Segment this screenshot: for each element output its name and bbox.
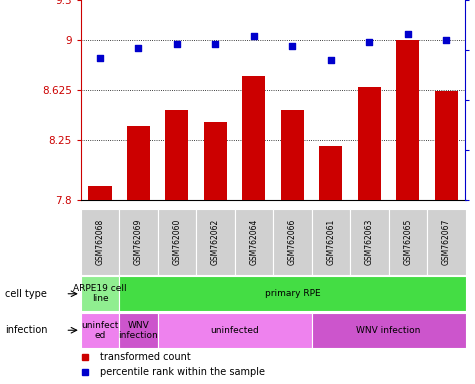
Text: uninfected: uninfected <box>210 326 259 335</box>
Bar <box>312 209 350 275</box>
Bar <box>119 313 158 348</box>
Text: GSM762067: GSM762067 <box>442 219 451 265</box>
Text: GSM762065: GSM762065 <box>403 219 412 265</box>
Bar <box>281 111 304 200</box>
Text: infection: infection <box>5 325 47 335</box>
Bar <box>319 146 342 200</box>
Bar <box>165 111 189 200</box>
Text: cell type: cell type <box>5 289 47 299</box>
Bar <box>127 126 150 200</box>
Text: GSM762062: GSM762062 <box>211 219 220 265</box>
Point <box>365 39 373 45</box>
Point <box>327 57 334 63</box>
Bar <box>158 209 196 275</box>
Bar <box>389 209 427 275</box>
Text: GSM762060: GSM762060 <box>172 219 181 265</box>
Point <box>404 31 411 37</box>
Text: GSM762068: GSM762068 <box>95 219 104 265</box>
Bar <box>273 209 312 275</box>
Bar <box>435 91 458 200</box>
Bar <box>204 122 227 200</box>
Bar <box>196 209 235 275</box>
Point <box>250 33 257 39</box>
Text: GSM762066: GSM762066 <box>288 219 297 265</box>
Bar <box>427 209 466 275</box>
Bar <box>396 40 419 200</box>
Bar <box>158 313 312 348</box>
Point <box>134 45 142 51</box>
Bar <box>358 86 381 200</box>
Text: GSM762063: GSM762063 <box>365 219 374 265</box>
Bar <box>242 76 266 200</box>
Text: WNV infection: WNV infection <box>356 326 421 335</box>
Bar <box>235 209 273 275</box>
Text: primary RPE: primary RPE <box>265 289 320 298</box>
Point <box>96 55 104 61</box>
Text: GSM762064: GSM762064 <box>249 219 258 265</box>
Bar <box>81 209 119 275</box>
Text: percentile rank within the sample: percentile rank within the sample <box>100 367 265 377</box>
Point <box>288 43 296 49</box>
Text: ARPE19 cell
line: ARPE19 cell line <box>73 284 127 303</box>
Bar <box>81 276 119 311</box>
Bar <box>88 186 112 200</box>
Bar <box>350 209 389 275</box>
Text: uninfect
ed: uninfect ed <box>81 321 119 340</box>
Text: GSM762061: GSM762061 <box>326 219 335 265</box>
Bar <box>312 313 466 348</box>
Point <box>442 37 450 43</box>
Point <box>173 41 180 47</box>
Text: GSM762069: GSM762069 <box>134 219 143 265</box>
Bar <box>81 313 119 348</box>
Point <box>211 41 219 47</box>
Text: WNV
infection: WNV infection <box>119 321 158 340</box>
Text: transformed count: transformed count <box>100 352 191 362</box>
Bar <box>119 209 158 275</box>
